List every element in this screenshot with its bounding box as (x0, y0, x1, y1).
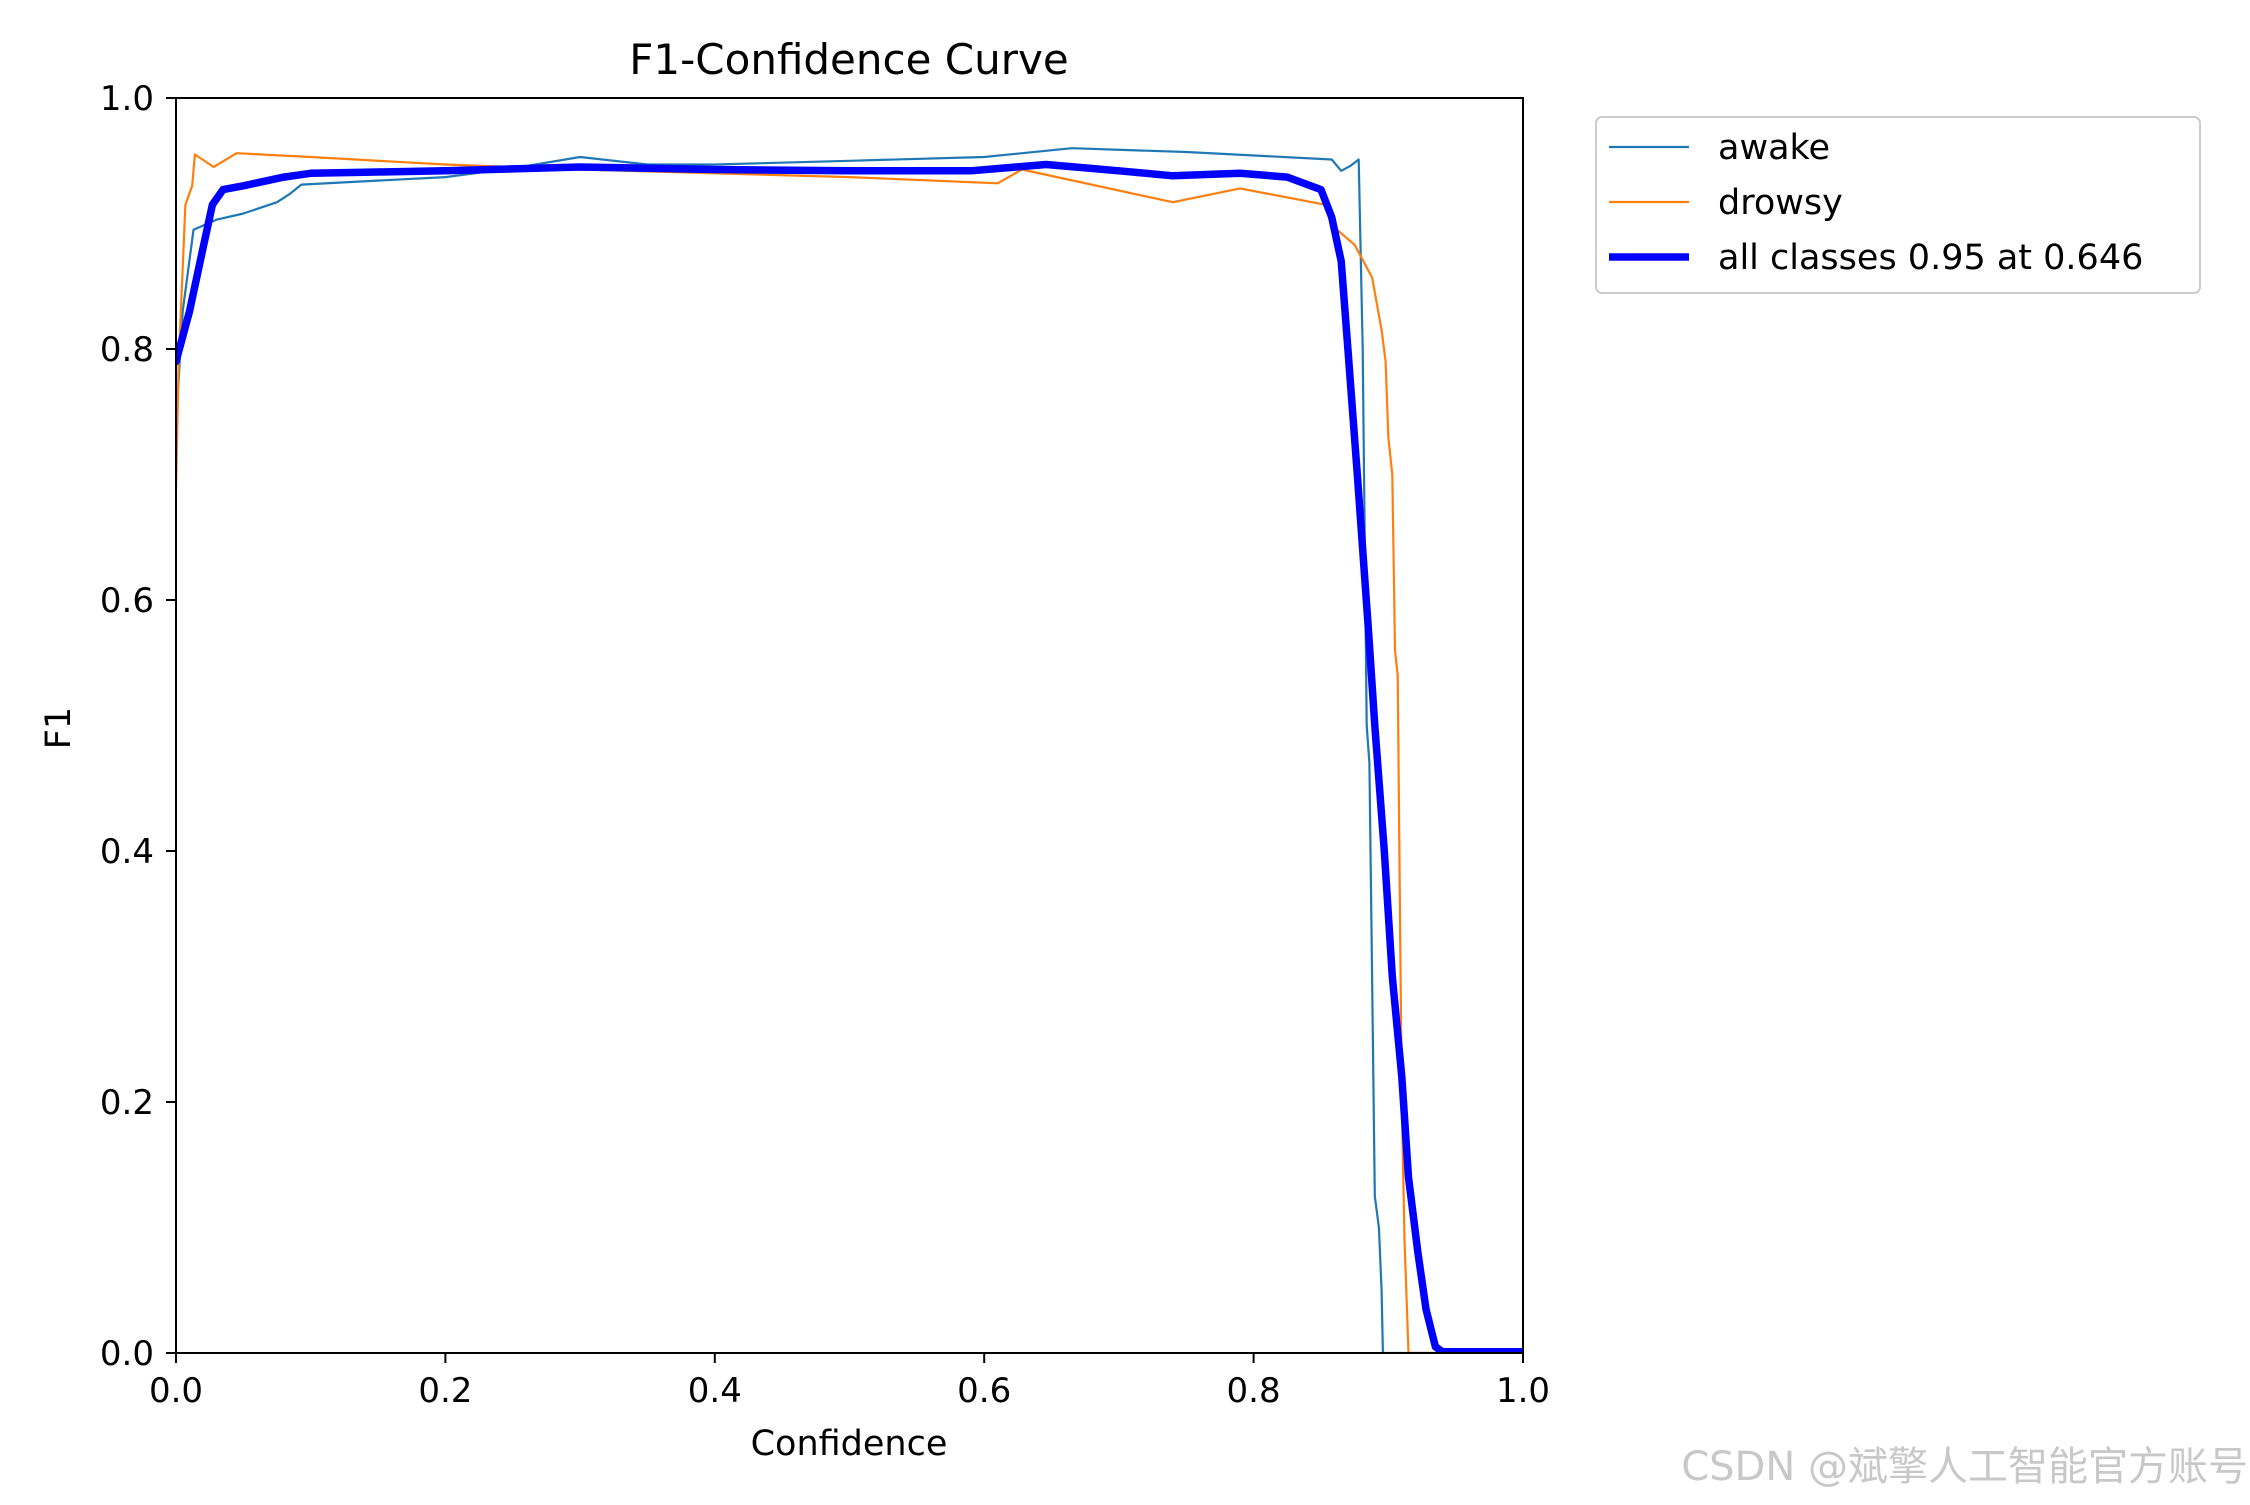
x-tick-label: 0.4 (688, 1371, 742, 1411)
series-line-1 (176, 147, 1523, 1353)
y-tick-label: 0.8 (100, 330, 154, 370)
legend-box (1595, 116, 2201, 294)
x-tick-label: 0.6 (957, 1371, 1011, 1411)
x-axis-ticks: 0.0 0.2 0.4 0.6 0.8 1.0 (149, 1353, 1550, 1411)
watermark: CSDN @斌擎人工智能官方账号 (1681, 1444, 2248, 1490)
series-line-2 (176, 152, 1523, 1353)
x-tick-label: 0.2 (418, 1371, 472, 1411)
y-tick-label: 0.4 (100, 832, 154, 872)
y-axis-ticks: 0.0 0.2 0.4 0.6 0.8 1.0 (100, 79, 176, 1374)
y-tick-label: 0.6 (100, 581, 154, 621)
y-tick-label: 0.0 (100, 1334, 154, 1374)
legend-label-1: awake (1718, 128, 1830, 168)
legend-label-2: drowsy (1718, 183, 1843, 223)
legend-entries: awake drowsy all classes 0.95 at 0.646 (1609, 128, 2143, 278)
series-line-3 (176, 160, 1523, 1353)
plot-frame (175, 97, 1524, 1354)
chart-title: F1-Confidence Curve (629, 35, 1068, 84)
y-tick-label: 0.2 (100, 1083, 154, 1123)
y-tick-label: 1.0 (100, 79, 154, 119)
y-axis-label: F1 (39, 707, 79, 749)
x-axis-label: Confidence (751, 1424, 948, 1464)
x-tick-label: 0.8 (1227, 1371, 1281, 1411)
legend: awake drowsy all classes 0.95 at 0.646 (1595, 116, 2201, 294)
legend-label-3: all classes 0.95 at 0.646 (1718, 238, 2143, 278)
series-layer (176, 147, 1523, 1353)
x-tick-label: 1.0 (1496, 1371, 1550, 1411)
x-tick-label: 0.0 (149, 1371, 203, 1411)
